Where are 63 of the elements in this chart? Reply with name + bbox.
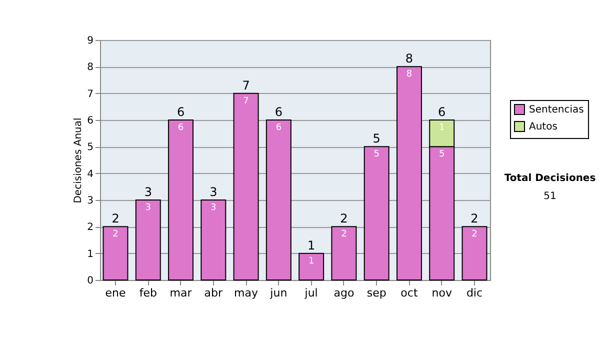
x-tick-label: feb bbox=[139, 286, 157, 300]
y-tick-label: 3 bbox=[87, 196, 94, 206]
bar bbox=[266, 120, 292, 280]
legend-label: Sentencias bbox=[529, 104, 584, 116]
x-tick-label: ago bbox=[334, 286, 354, 300]
bar bbox=[168, 120, 194, 280]
total-label: 6 bbox=[176, 105, 185, 119]
bar bbox=[135, 200, 161, 280]
text: 51 bbox=[544, 191, 556, 202]
y-tick-label: 4 bbox=[87, 168, 94, 180]
total-label: 6 bbox=[438, 105, 446, 119]
total-label: 8 bbox=[405, 52, 414, 66]
total-label: 6 bbox=[274, 105, 282, 119]
x-tick-label: may bbox=[234, 286, 259, 300]
total-label: 2 bbox=[112, 212, 120, 226]
data-label: 2 bbox=[341, 230, 347, 240]
data-label: 3 bbox=[145, 203, 152, 213]
y-axis-title: Decisiones Anual bbox=[73, 118, 84, 204]
x-tick-label: jun bbox=[269, 286, 288, 300]
x-tick-label: jul bbox=[304, 286, 318, 300]
y-tick-label: 2 bbox=[87, 222, 94, 234]
data-label: 7 bbox=[243, 96, 249, 106]
bar bbox=[298, 252, 324, 280]
y-tick-label: 6 bbox=[87, 116, 94, 126]
data-label: 2 bbox=[112, 230, 118, 240]
bar bbox=[233, 92, 259, 280]
y-tick-label: 8 bbox=[87, 62, 94, 74]
total-label: 1 bbox=[308, 238, 316, 252]
x-tick-label: ene bbox=[105, 286, 126, 300]
y-tick-label: 7 bbox=[87, 88, 94, 100]
x-tick-label: oct bbox=[400, 286, 418, 300]
data-label: 5 bbox=[438, 150, 445, 160]
x-tick-label: abr bbox=[204, 286, 224, 300]
text: Total Decisiones bbox=[504, 173, 596, 184]
x-tick-label: mar bbox=[170, 286, 192, 300]
total-label: 2 bbox=[470, 212, 478, 226]
x-tick-label: dic bbox=[466, 286, 483, 300]
y-tick-label: 0 bbox=[87, 276, 94, 286]
total-label: 3 bbox=[144, 185, 152, 199]
bar bbox=[364, 146, 390, 280]
y-tick-label: 5 bbox=[87, 142, 94, 154]
bar bbox=[462, 226, 488, 280]
data-label: 3 bbox=[210, 203, 216, 213]
total-label: 7 bbox=[242, 78, 250, 92]
data-label: 6 bbox=[178, 123, 184, 133]
y-tick-label: 1 bbox=[87, 248, 94, 260]
bar bbox=[200, 200, 226, 280]
bar bbox=[396, 66, 422, 280]
bar bbox=[102, 226, 128, 280]
data-label: 2 bbox=[472, 230, 478, 240]
total-label: 5 bbox=[372, 132, 380, 146]
x-tick-label: sep bbox=[366, 286, 386, 300]
total-label: 2 bbox=[340, 212, 348, 226]
data-label: 6 bbox=[276, 123, 282, 133]
data-label: 1 bbox=[308, 256, 314, 266]
total-label: 3 bbox=[210, 185, 218, 199]
y-tick-label: 9 bbox=[87, 36, 94, 46]
data-label: 1 bbox=[438, 123, 445, 133]
bar bbox=[331, 226, 357, 280]
legend-label: Autos bbox=[529, 122, 558, 132]
x-tick-label: nov bbox=[432, 286, 452, 300]
data-label: 8 bbox=[406, 70, 412, 80]
data-label: 5 bbox=[374, 150, 380, 160]
